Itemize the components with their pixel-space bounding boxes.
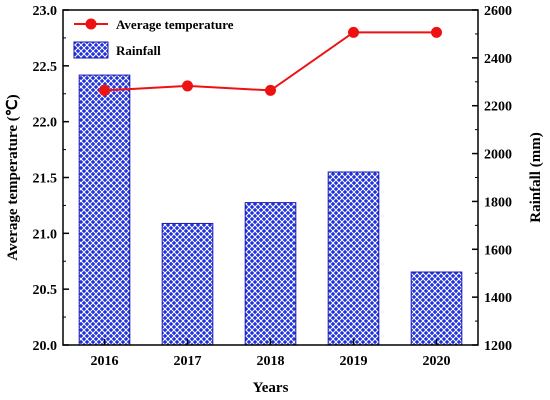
legend-rainfall-label: Rainfall bbox=[116, 43, 161, 58]
rainfall-bar-2018 bbox=[244, 202, 297, 346]
right-axis-ticks: 1200 1400 1600 1800 2000 2200 2400 2600 bbox=[472, 4, 512, 354]
x-tick-label: 2020 bbox=[423, 354, 451, 369]
rainfall-bar-2019 bbox=[327, 171, 380, 346]
right-tick-label: 2200 bbox=[484, 100, 512, 115]
temperature-line bbox=[99, 26, 442, 96]
temperature-polyline bbox=[104, 31, 437, 92]
x-axis-title: Years bbox=[253, 380, 289, 396]
left-tick-label: 22.0 bbox=[33, 116, 58, 131]
x-tick-label: 2017 bbox=[174, 354, 202, 369]
right-axis-title: Rainfall (mm) bbox=[528, 132, 544, 222]
left-axis-title: Average temperature (℃) bbox=[5, 94, 21, 260]
right-tick-label: 2000 bbox=[484, 148, 512, 163]
left-tick-label: 20.5 bbox=[33, 283, 58, 298]
legend-rainfall-swatch bbox=[73, 41, 109, 59]
left-tick-label: 23.0 bbox=[33, 4, 58, 19]
rainfall-bar-2017 bbox=[161, 222, 214, 346]
legend: Average temperature Rainfall bbox=[73, 17, 234, 59]
right-tick-label: 1400 bbox=[484, 291, 512, 306]
left-tick-label: 21.5 bbox=[33, 172, 58, 187]
temperature-point-2017 bbox=[182, 80, 193, 92]
legend-temperature-label: Average temperature bbox=[116, 17, 234, 32]
x-tick-label: 2016 bbox=[91, 354, 119, 369]
right-tick-label: 2400 bbox=[484, 52, 512, 67]
left-axis-ticks: 20.0 20.5 21.0 21.5 22.0 22.5 23.0 bbox=[33, 4, 69, 354]
temperature-point-2019 bbox=[348, 26, 359, 38]
rainfall-bars bbox=[78, 74, 463, 346]
right-tick-label: 2600 bbox=[484, 4, 512, 19]
rainfall-bar-2020 bbox=[410, 271, 463, 346]
left-tick-label: 20.0 bbox=[33, 339, 58, 354]
temperature-point-2020 bbox=[431, 26, 442, 38]
temperature-point-2018 bbox=[265, 84, 276, 96]
rainfall-bar-2016 bbox=[78, 74, 131, 346]
temperature-point-2016 bbox=[99, 84, 110, 96]
legend-temperature-marker bbox=[85, 18, 97, 30]
left-tick-label: 22.5 bbox=[33, 60, 58, 75]
left-tick-label: 21.0 bbox=[33, 227, 58, 242]
right-tick-label: 1800 bbox=[484, 195, 512, 210]
x-tick-label: 2018 bbox=[257, 354, 285, 369]
x-axis-ticks: 2016 2017 2018 2019 2020 bbox=[91, 339, 451, 369]
x-tick-label: 2019 bbox=[340, 354, 368, 369]
right-tick-label: 1200 bbox=[484, 339, 512, 354]
right-tick-label: 1600 bbox=[484, 243, 512, 258]
